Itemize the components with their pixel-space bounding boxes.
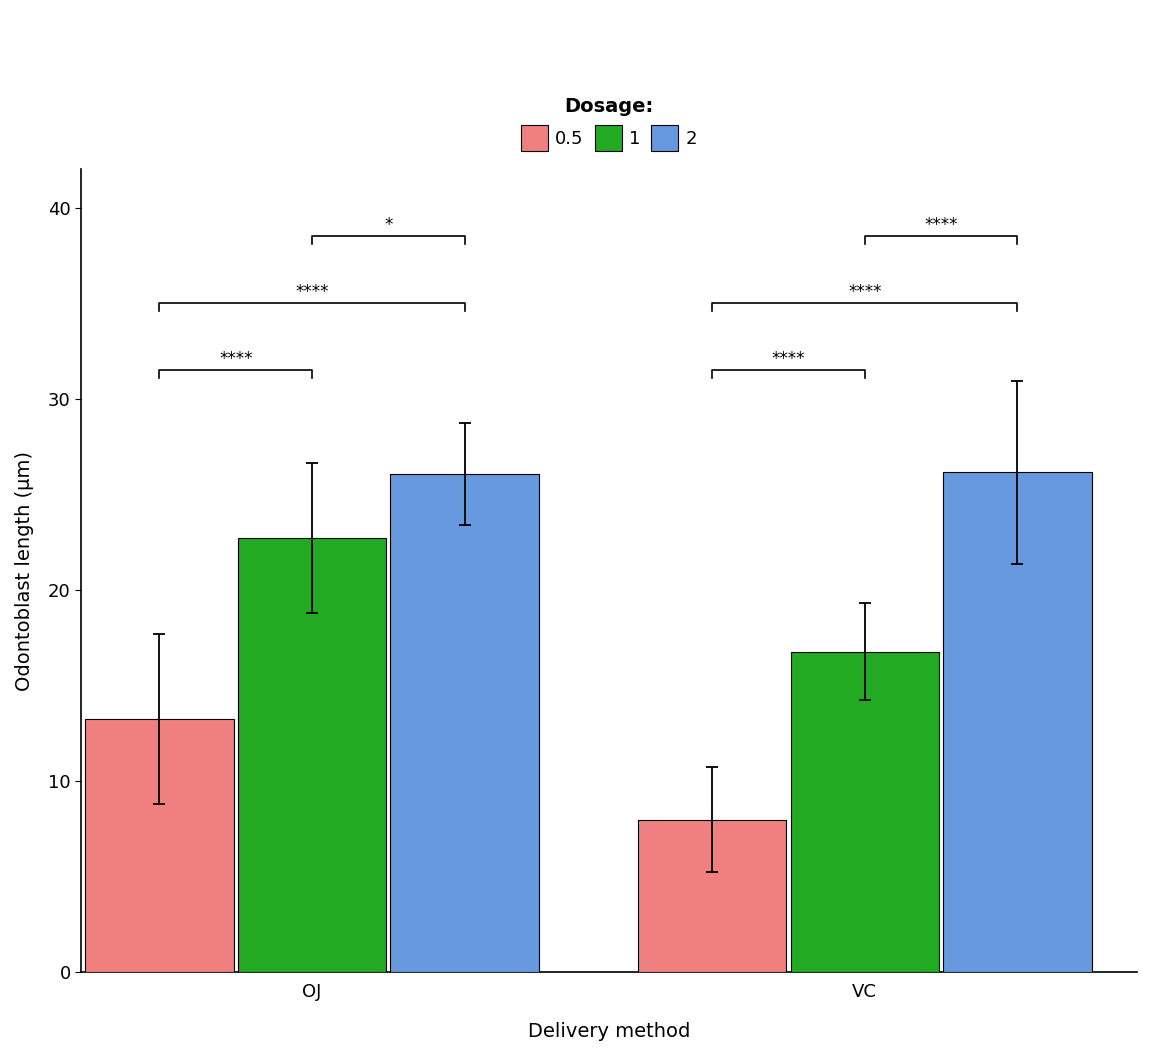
Bar [943, 472, 1092, 973]
Legend: 0.5, 1, 2: 0.5, 1, 2 [514, 90, 704, 158]
Text: ****: **** [772, 351, 805, 369]
X-axis label: Delivery method: Delivery method [528, 1022, 690, 1041]
Y-axis label: Odontoblast length (μm): Odontoblast length (μm) [15, 451, 35, 691]
Bar [790, 652, 939, 973]
Bar [391, 474, 539, 973]
Text: ****: **** [924, 216, 957, 234]
Text: ****: **** [848, 283, 881, 301]
Text: *: * [384, 216, 393, 234]
Text: ****: **** [295, 283, 328, 301]
Bar [237, 539, 386, 973]
Bar [85, 719, 234, 973]
Bar [638, 819, 787, 973]
Text: ****: **** [219, 351, 252, 369]
